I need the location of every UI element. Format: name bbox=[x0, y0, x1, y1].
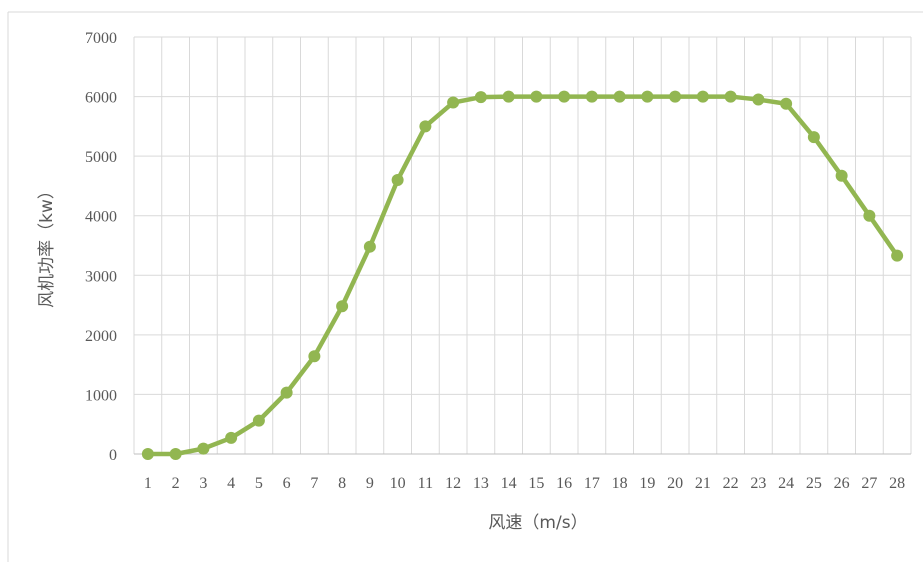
x-tick-label: 18 bbox=[612, 475, 628, 492]
x-tick-label: 24 bbox=[778, 475, 794, 492]
x-tick-label: 21 bbox=[695, 475, 711, 492]
data-point bbox=[280, 386, 293, 399]
series-layer bbox=[141, 90, 904, 460]
x-tick-label: 8 bbox=[338, 475, 346, 492]
y-tick-label: 4000 bbox=[85, 209, 117, 226]
x-tick-label: 12 bbox=[445, 475, 461, 492]
x-tick-label: 10 bbox=[390, 475, 406, 492]
x-tick-label: 16 bbox=[556, 475, 572, 492]
data-point bbox=[669, 90, 682, 103]
x-tick-label: 3 bbox=[199, 475, 207, 492]
y-tick-label: 5000 bbox=[85, 149, 117, 166]
x-tick-label: 14 bbox=[501, 475, 517, 492]
data-point bbox=[530, 90, 543, 103]
data-point bbox=[169, 448, 182, 460]
data-point bbox=[752, 93, 765, 106]
data-point bbox=[585, 90, 598, 103]
x-tick-label: 26 bbox=[834, 475, 850, 492]
data-point bbox=[724, 90, 737, 103]
y-tick-label: 6000 bbox=[85, 90, 117, 107]
y-axis-title: 风机功率（kw） bbox=[37, 182, 57, 308]
data-point bbox=[502, 90, 515, 103]
data-point bbox=[447, 96, 460, 109]
x-tick-label: 9 bbox=[366, 475, 374, 492]
data-point bbox=[641, 90, 654, 103]
x-tick-label: 25 bbox=[806, 475, 822, 492]
x-tick-label: 6 bbox=[283, 475, 291, 492]
x-tick-label: 20 bbox=[667, 475, 683, 492]
data-point bbox=[363, 240, 376, 253]
x-tick-label: 27 bbox=[861, 475, 877, 492]
data-point bbox=[474, 91, 487, 104]
y-tick-label: 7000 bbox=[85, 30, 117, 47]
data-point bbox=[696, 90, 709, 103]
data-point bbox=[558, 90, 571, 103]
x-tick-label: 23 bbox=[750, 475, 766, 492]
y-tick-label: 0 bbox=[109, 447, 117, 464]
data-point bbox=[308, 350, 321, 363]
data-point bbox=[891, 249, 904, 262]
data-point bbox=[780, 97, 793, 110]
x-tick-label: 2 bbox=[172, 475, 180, 492]
x-tick-label: 7 bbox=[310, 475, 318, 492]
data-point bbox=[863, 209, 876, 222]
x-tick-label: 1 bbox=[144, 475, 152, 492]
y-tick-label: 1000 bbox=[85, 387, 117, 404]
data-point bbox=[141, 448, 154, 460]
x-tick-label: 22 bbox=[723, 475, 739, 492]
x-axis-title: 风速（m/s） bbox=[488, 513, 587, 533]
y-tick-label: 2000 bbox=[85, 328, 117, 345]
data-point bbox=[807, 131, 820, 144]
x-tick-label: 19 bbox=[639, 475, 655, 492]
series-line bbox=[145, 94, 900, 457]
x-tick-label: 17 bbox=[584, 475, 600, 492]
x-tick-label: 28 bbox=[889, 475, 905, 492]
gridlines bbox=[133, 36, 912, 454]
x-tick-label: 5 bbox=[255, 475, 263, 492]
data-point bbox=[835, 169, 848, 182]
data-point bbox=[197, 442, 210, 455]
x-tick-label: 15 bbox=[528, 475, 544, 492]
data-point bbox=[252, 414, 265, 427]
y-tick-label: 3000 bbox=[85, 268, 117, 285]
data-point bbox=[419, 120, 432, 133]
data-point bbox=[613, 90, 626, 103]
x-tick-label: 4 bbox=[227, 475, 235, 492]
data-point bbox=[225, 431, 238, 444]
x-tick-label: 11 bbox=[418, 475, 433, 492]
data-point bbox=[336, 300, 349, 313]
x-tick-label: 13 bbox=[473, 475, 489, 492]
data-point bbox=[391, 173, 404, 186]
